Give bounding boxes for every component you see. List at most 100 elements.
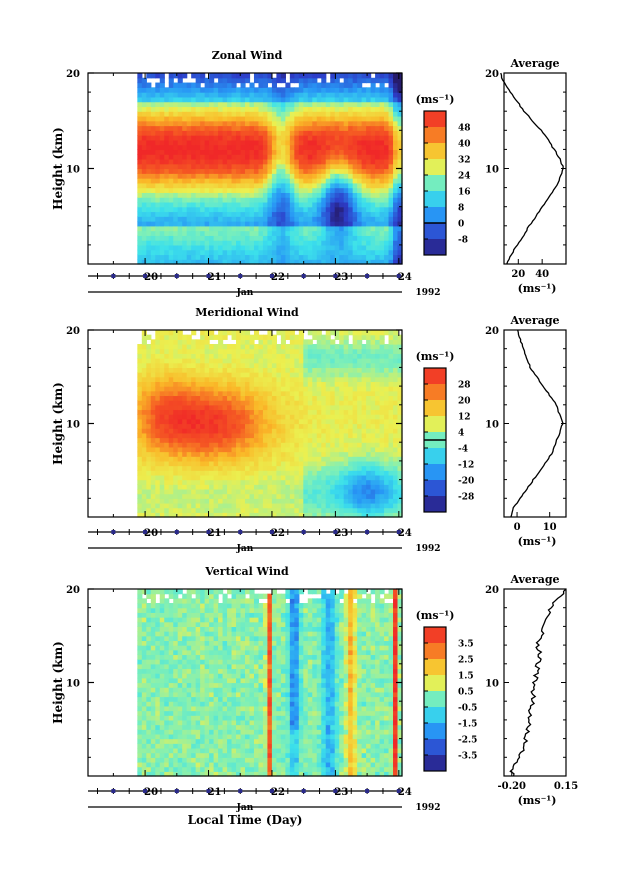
heatmap-cell	[159, 334, 165, 340]
heatmap-cell	[285, 353, 291, 359]
heatmap-cell	[316, 230, 322, 236]
heatmap-cell	[375, 197, 381, 203]
heatmap-cell	[182, 135, 188, 141]
heatmap-cell	[348, 221, 354, 227]
heatmap-cell	[240, 73, 246, 79]
heatmap-cell	[249, 259, 255, 265]
heatmap-cell	[213, 211, 219, 217]
heatmap-cell	[357, 225, 363, 232]
heatmap-cell	[155, 460, 161, 467]
heatmap-cell	[173, 225, 179, 232]
heatmap-cell	[227, 111, 233, 117]
heatmap-cell	[397, 432, 403, 439]
heatmap-cell	[334, 192, 340, 198]
heatmap-cell	[186, 348, 192, 354]
heatmap-cell	[352, 451, 358, 457]
heatmap-cell	[173, 135, 179, 141]
heatmap-cell	[285, 92, 291, 98]
heatmap-cell	[366, 230, 372, 236]
heatmap-cell	[137, 677, 143, 684]
heatmap-cell	[231, 488, 237, 495]
heatmap-cell	[249, 82, 255, 88]
heatmap-cell	[388, 502, 394, 509]
heatmap-cell	[316, 115, 322, 122]
colorbar-segment	[424, 480, 446, 497]
heatmap-cell	[388, 488, 394, 495]
heatmap-cell	[339, 225, 345, 232]
heatmap-cell	[191, 367, 197, 373]
heatmap-cell	[222, 206, 228, 213]
heatmap-cell	[366, 225, 372, 232]
heatmap-cell	[271, 493, 277, 499]
heatmap-cell	[186, 235, 192, 241]
heatmap-cell	[375, 409, 381, 415]
heatmap-cell	[379, 73, 385, 79]
heatmap-cell	[321, 101, 327, 108]
heatmap-cell	[370, 358, 376, 364]
heatmap-cell	[267, 244, 273, 251]
heatmap-cell	[334, 330, 340, 336]
heatmap-cell	[303, 197, 309, 203]
heatmap-cell	[379, 479, 385, 485]
heatmap-cell	[253, 235, 260, 241]
heatmap-cell	[159, 381, 165, 387]
heatmap-cell	[164, 465, 170, 471]
heatmap-cell	[325, 144, 331, 151]
heatmap-cell	[298, 130, 304, 136]
heatmap-cell	[186, 221, 192, 227]
heatmap-cell	[294, 376, 300, 383]
heatmap-cell	[204, 451, 210, 457]
heatmap-cell	[298, 502, 304, 509]
heatmap-cell	[375, 144, 381, 151]
heatmap-cell	[276, 115, 282, 122]
heatmap-cell	[375, 173, 381, 179]
heatmap-cell	[343, 334, 349, 340]
heatmap-cell	[330, 115, 336, 122]
heatmap-cell	[191, 230, 197, 236]
heatmap-cell	[303, 168, 309, 174]
heatmap-cell	[289, 106, 295, 112]
heatmap-cell	[289, 442, 295, 448]
heatmap-cell	[334, 358, 340, 364]
heatmap-cell	[141, 130, 147, 136]
heatmap-cell	[222, 358, 228, 364]
heatmap-cell	[150, 372, 156, 378]
heatmap-cell	[289, 334, 295, 340]
heatmap-cell	[182, 442, 188, 448]
heatmap-cell	[393, 144, 399, 151]
heatmap-cell	[227, 154, 233, 160]
heatmap-cell	[388, 163, 394, 170]
heatmap-cell	[173, 400, 179, 406]
heatmap-cell	[298, 484, 304, 490]
heatmap-cell	[312, 225, 318, 232]
heatmap-cell	[388, 460, 394, 467]
heatmap-cell	[150, 206, 156, 213]
heatmap-cell	[173, 73, 179, 79]
heatmap-cell	[209, 168, 215, 174]
heatmap-cell	[303, 376, 309, 383]
heatmap-cell	[222, 111, 228, 117]
heatmap-cell	[325, 334, 331, 340]
heatmap-cell	[267, 77, 273, 84]
heatmap-cell	[213, 87, 219, 93]
heatmap-cell	[366, 163, 372, 170]
heatmap-cell	[168, 498, 174, 504]
heatmap-cell	[213, 334, 219, 340]
heatmap-cell	[150, 460, 156, 467]
heatmap-cell	[289, 244, 295, 251]
heatmap-cell	[388, 106, 394, 112]
heatmap-cell	[209, 201, 215, 208]
heatmap-cell	[334, 149, 340, 155]
heatmap-cell	[370, 197, 376, 203]
heatmap-cell	[388, 404, 394, 411]
heatmap-cell	[334, 474, 340, 481]
heatmap-cell	[137, 729, 143, 735]
heatmap-cell	[343, 240, 349, 246]
heatmap-cell	[361, 230, 367, 236]
heatmap-cell	[253, 470, 260, 476]
heatmap-cell	[231, 358, 237, 364]
heatmap-cell	[348, 358, 354, 364]
heatmap-cell	[339, 381, 345, 387]
heatmap-cell	[141, 173, 147, 179]
heatmap-cell	[348, 451, 354, 457]
